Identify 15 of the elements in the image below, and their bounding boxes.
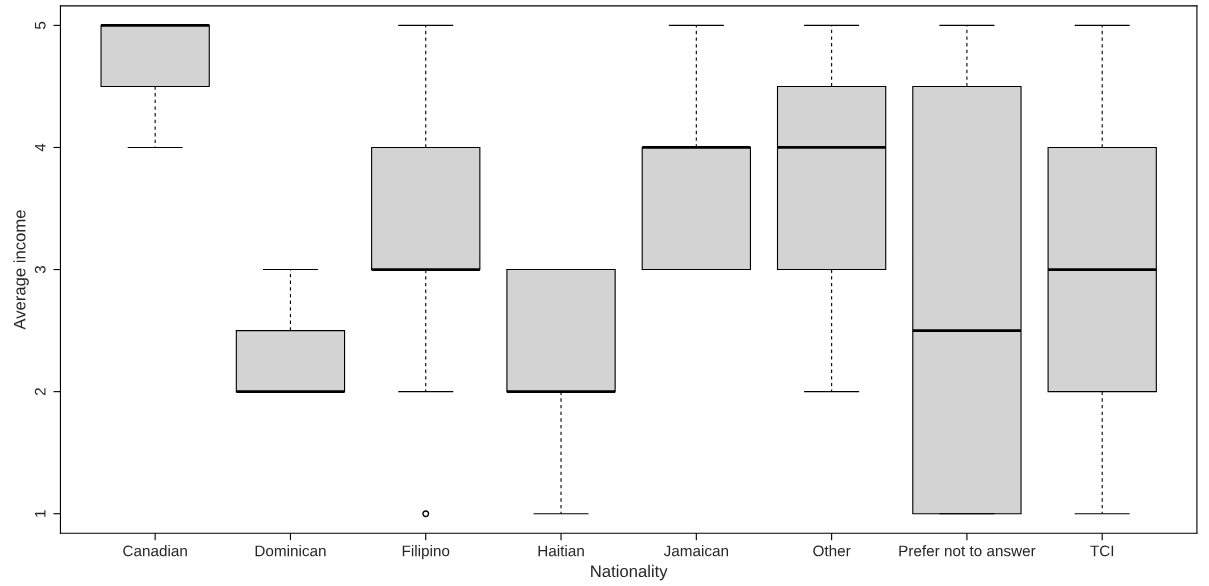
x-tick-label: Canadian [123, 545, 187, 557]
x-tick-label: Filipino [402, 545, 450, 560]
x-tick-label: Jamaican [663, 545, 729, 557]
y-tick-label: 3 [34, 265, 46, 274]
y-axis-title: Average income [13, 210, 29, 330]
y-tick-label: 2 [34, 388, 46, 396]
x-axis-title: Nationality [591, 564, 668, 581]
x-tick-label: Other [813, 545, 851, 557]
y-tick-label: 1 [34, 510, 46, 517]
x-tick-label: Haitian [538, 545, 584, 557]
x-tick-label: Dominican [255, 545, 326, 557]
x-tick-label: TCI [1090, 545, 1114, 557]
y-tick-label: 5 [34, 21, 46, 30]
y-tick-label: 4 [34, 143, 46, 152]
x-tick-label: Prefer not to answer [899, 545, 1036, 557]
